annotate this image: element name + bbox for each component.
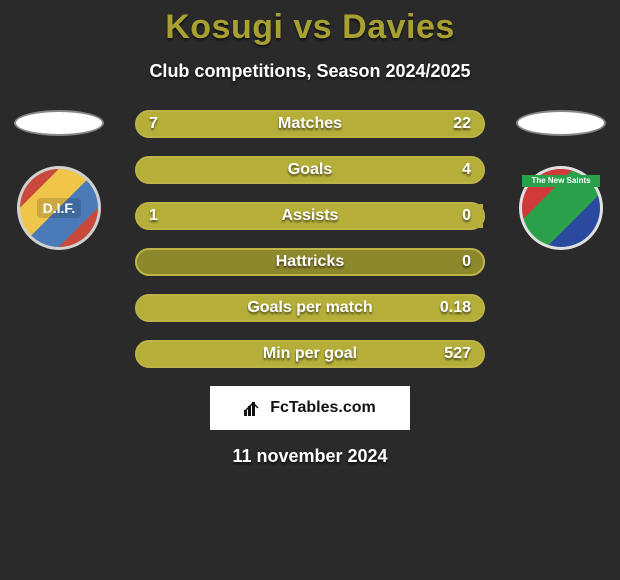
left-club-badge: D.I.F.: [17, 166, 101, 250]
stat-value-right: 0.18: [440, 299, 471, 317]
right-player-oval: [516, 110, 606, 136]
stat-bar: Min per goal 527: [135, 340, 485, 368]
left-club-label: D.I.F.: [37, 198, 82, 218]
stat-label: Min per goal: [263, 345, 357, 363]
footer-date: 11 november 2024: [0, 446, 620, 467]
stat-value-left: 7: [149, 115, 158, 133]
stats-area: D.I.F. The New Saints 7 Matches 22 Goals 4 1 A…: [0, 110, 620, 368]
stat-label: Hattricks: [276, 253, 344, 271]
left-badge-column: D.I.F.: [14, 110, 104, 250]
stat-value-right: 0: [462, 207, 471, 225]
stat-bar: Goals 4: [135, 156, 485, 184]
footer-logo-box: FcTables.com: [210, 386, 410, 430]
left-player-oval: [14, 110, 104, 136]
right-club-label: The New Saints: [522, 175, 600, 187]
stat-label: Matches: [278, 115, 342, 133]
footer-site-label: FcTables.com: [270, 399, 376, 417]
stat-value-right: 527: [444, 345, 471, 363]
stat-bar: Goals per match 0.18: [135, 294, 485, 322]
stat-bars: 7 Matches 22 Goals 4 1 Assists 0 Hattricks 0 Goals…: [135, 110, 485, 368]
fctables-icon: [244, 400, 264, 416]
stat-value-right: 22: [453, 115, 471, 133]
right-badge-column: The New Saints: [516, 110, 606, 250]
stat-bar-fill-right: [220, 112, 483, 136]
stat-bar: 7 Matches 22: [135, 110, 485, 138]
page-title: Kosugi vs Davies: [0, 8, 620, 47]
page-subtitle: Club competitions, Season 2024/2025: [0, 61, 620, 82]
stat-bar: 1 Assists 0: [135, 202, 485, 230]
right-club-badge: The New Saints: [519, 166, 603, 250]
stat-label: Goals: [288, 161, 332, 179]
stat-value-right: 4: [462, 161, 471, 179]
comparison-card: Kosugi vs Davies Club competitions, Seas…: [0, 0, 620, 580]
stat-bar: Hattricks 0: [135, 248, 485, 276]
stat-label: Assists: [282, 207, 339, 225]
stat-value-left: 1: [149, 207, 158, 225]
stat-label: Goals per match: [247, 299, 372, 317]
stat-value-right: 0: [462, 253, 471, 271]
